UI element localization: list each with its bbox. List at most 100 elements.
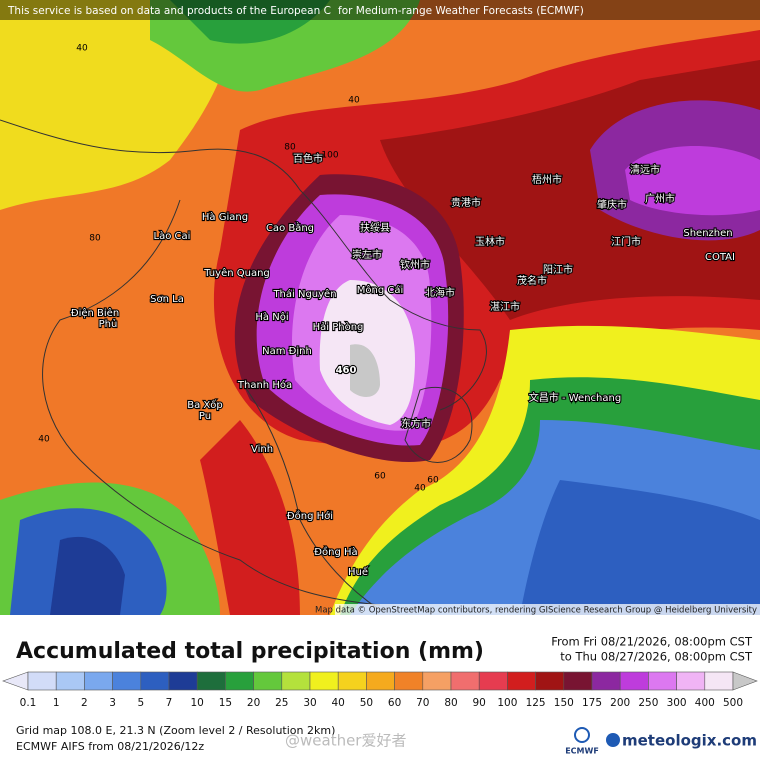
place-label: 钦州市: [400, 258, 430, 271]
scale-swatch: [84, 671, 113, 691]
scale-swatch: [619, 671, 649, 691]
scale-swatch: [196, 671, 226, 691]
borders: [0, 119, 487, 611]
place-label: 茂名市: [517, 274, 547, 287]
place-label: Điện Biên: [71, 307, 119, 319]
place-label: 文昌市 - Wenchang: [529, 391, 621, 404]
scale-swatch: [478, 671, 508, 691]
contour-label: 40: [38, 435, 50, 445]
scale-label: 10: [191, 697, 204, 709]
place-label: Thanh Hóa: [237, 379, 292, 391]
place-label: Pu: [199, 411, 211, 422]
place-label: 湛江市: [490, 300, 520, 313]
ecmwf-label: ECMWF: [565, 747, 599, 756]
scale-swatch: [676, 671, 706, 691]
scale-label: 2: [81, 697, 88, 709]
scale-label: 70: [416, 697, 429, 709]
place-label: 肇庆市: [597, 198, 627, 211]
scale-label: 100: [497, 697, 517, 709]
scale-swatch: [704, 671, 734, 691]
attribution: Map data © OpenStreetMap contributors, r…: [315, 606, 757, 616]
scale-swatch: [563, 671, 593, 691]
notice: for Medium-range Weather Forecasts (ECMW…: [338, 5, 584, 17]
place-label: 阳江市: [543, 263, 573, 276]
rain-area: [170, 0, 330, 44]
scale-label: 500: [723, 697, 743, 709]
contour-label: 40: [348, 96, 360, 106]
place-label: Ba Xốp: [187, 399, 222, 411]
brand-logo: [606, 733, 620, 747]
rain-area: [200, 420, 300, 615]
brand: meteologix.com: [622, 732, 757, 750]
scale-label: 175: [582, 697, 602, 709]
scale-label: 7: [166, 697, 173, 709]
place-label: Đồng Hà: [314, 546, 357, 558]
scale-swatch: [112, 671, 142, 691]
scale-label: 20: [247, 697, 260, 709]
scale-swatch: [281, 671, 311, 691]
scale-label: 3: [109, 697, 116, 709]
border-line: [0, 119, 487, 411]
model-info: ECMWF AIFS from 08/21/2026/12z: [16, 740, 204, 753]
place-label: Lào Cai: [154, 230, 191, 242]
contour-label: 80: [89, 234, 101, 244]
place-label: 百色市: [293, 152, 323, 165]
scale-swatch: [422, 671, 452, 691]
scale-swatch: [337, 671, 367, 691]
scale-swatch: [55, 671, 85, 691]
place-label: COTAI: [705, 252, 735, 263]
place-label: Hải Phòng: [313, 321, 364, 333]
scale-swatch: [535, 671, 565, 691]
scale-label: 50: [360, 697, 373, 709]
scale-swatch: [168, 671, 198, 691]
grid-info: Grid map 108.0 E, 21.3 N (Zoom level 2 /…: [16, 724, 335, 737]
rain-area: [350, 344, 380, 397]
place-label: 广州市: [645, 192, 675, 205]
rain-area: [625, 146, 760, 216]
scale-label: 90: [473, 697, 486, 709]
scale-swatch: [225, 671, 254, 691]
place-label: 扶绥县: [360, 221, 390, 234]
place-label: 江门市: [611, 235, 641, 248]
place-label: 北海市: [425, 286, 455, 299]
watermark: @weather爱好者: [285, 732, 406, 750]
scale-swatch: [27, 671, 57, 691]
scale-label: 60: [388, 697, 401, 709]
peak-label: 460: [336, 365, 357, 376]
scale-arrow: [2, 671, 29, 691]
place-label: 崇左市: [352, 248, 382, 261]
contour-label: 40: [414, 484, 426, 494]
place-label: Nam Định: [262, 346, 312, 357]
border-line: [42, 199, 381, 606]
place-label: 贵港市: [451, 196, 481, 209]
place-label: Huế: [348, 566, 369, 578]
place-label: Mông Cái: [357, 284, 404, 296]
place-label: Tuyên Quang: [203, 267, 270, 279]
scale-label: 1: [53, 697, 60, 709]
scale-label: 200: [610, 697, 630, 709]
scale-swatch: [309, 671, 339, 691]
scale-swatch: [394, 671, 424, 691]
scale-label: 400: [695, 697, 715, 709]
scale-swatch: [366, 671, 395, 691]
contour-label: 100: [321, 151, 338, 161]
scale-swatch: [507, 671, 536, 691]
place-label: Đồng Hới: [287, 510, 333, 522]
coast-line: [404, 386, 473, 463]
place-label: 玉林市: [475, 235, 505, 248]
scale-arrow: [732, 671, 758, 691]
scale-label: 15: [219, 697, 232, 709]
scale-swatch: [648, 671, 677, 691]
scale-swatch: [253, 671, 283, 691]
color-scale: 0.1 1 2 3 5 7 10 15 20 25 30 40 50 60 70 80 90 100 125 150 1…: [2, 671, 758, 709]
contour-label: 40: [76, 44, 88, 54]
place-label: Hà Giang: [202, 211, 248, 223]
attribution-bg: [335, 604, 760, 615]
contour-label: 80: [284, 143, 296, 153]
coast-line: [239, 379, 381, 611]
contour-label: 60: [374, 472, 386, 482]
place-label: Shenzhen: [683, 228, 732, 239]
